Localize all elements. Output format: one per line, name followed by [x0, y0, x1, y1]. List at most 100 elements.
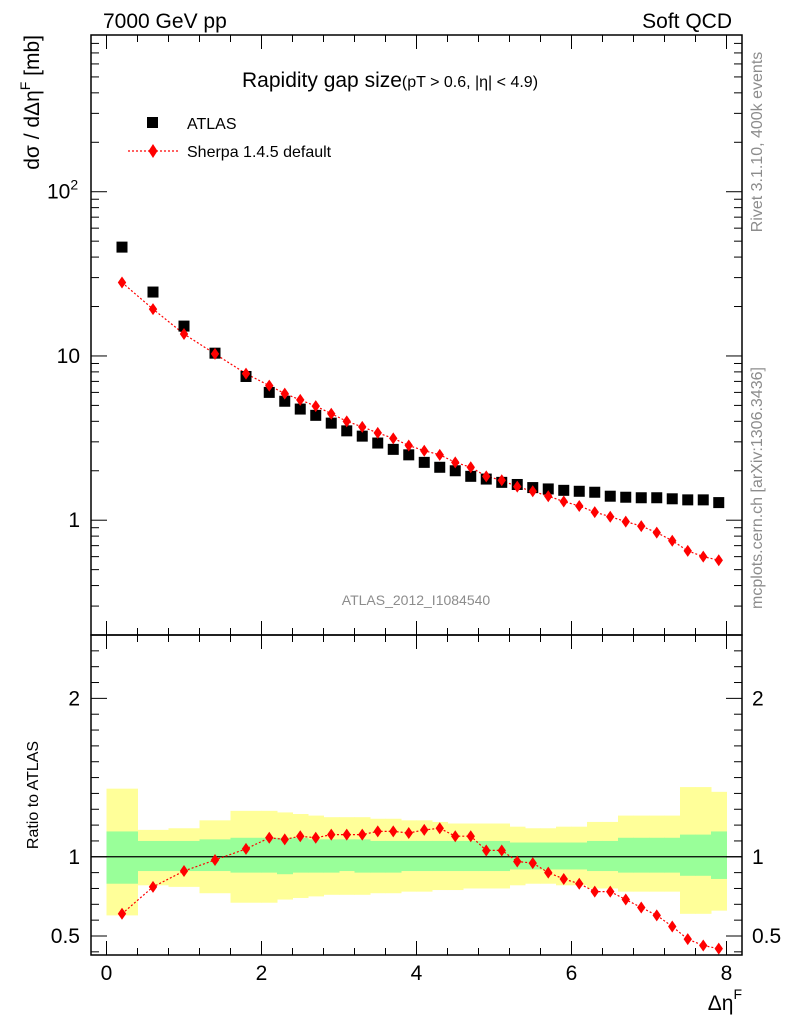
chart-title: Rapidity gap size(pT > 0.6, |η| < 4.9) [242, 69, 538, 92]
sherpa-ratio-point [327, 828, 336, 841]
sherpa-point [513, 480, 522, 493]
atlas-point [387, 443, 399, 455]
main-panel: 1 10 102 [47, 34, 743, 636]
band-inner [339, 839, 355, 872]
x-tick-label: 6 [566, 962, 578, 985]
sherpa-ratio-point [241, 842, 251, 855]
atlas-point [589, 486, 601, 498]
atlas-point [147, 286, 159, 298]
sherpa-ratio-point [342, 828, 351, 841]
x-tick-label: 0 [101, 962, 113, 985]
sherpa-ratio-point [559, 872, 568, 885]
atlas-point [294, 403, 306, 415]
sherpa-ratio-point [210, 853, 220, 866]
atlas-point [356, 430, 368, 442]
legend: ATLAS Sherpa 1.4.5 default [128, 116, 332, 161]
sherpa-point [575, 500, 584, 513]
band-inner [230, 837, 262, 873]
band-inner [277, 837, 293, 875]
sherpa-ratio-point [714, 942, 723, 955]
header-beam-label: 7000 GeV pp [103, 10, 227, 33]
sherpa-ratio-point [265, 831, 274, 844]
sherpa-point [544, 490, 553, 503]
sherpa-ratio-point [590, 885, 599, 898]
ratio-axis-ticks [91, 634, 742, 955]
atlas-point [620, 491, 632, 503]
sherpa-point [148, 303, 158, 316]
sherpa-point [358, 420, 367, 433]
sherpa-ratio-point [117, 907, 127, 920]
atlas-point [325, 417, 337, 429]
sherpa-point [528, 485, 537, 498]
atlas-point [558, 484, 570, 496]
legend-sherpa-marker [148, 144, 158, 158]
sherpa-ratio-point [637, 901, 646, 914]
atlas-point [604, 490, 616, 502]
sherpa-ratio-point [652, 909, 661, 922]
sherpa-ratio-point [668, 920, 677, 933]
atlas-point [403, 449, 415, 461]
main-axis-ticks [91, 34, 742, 636]
band-inner [680, 834, 696, 876]
band-inner [711, 831, 727, 879]
sherpa-ratio-point [373, 825, 382, 838]
band-inner [137, 840, 169, 872]
atlas-point [682, 494, 694, 506]
band-inner [447, 840, 464, 872]
sherpa-ratio-point [148, 880, 158, 893]
band-inner [695, 834, 712, 876]
sherpa-ratio-point [606, 885, 615, 898]
sherpa-point [435, 448, 444, 461]
sherpa-ratio-point [683, 933, 692, 946]
atlas-point [697, 494, 709, 506]
main-y-tick-labels: 1 10 102 [47, 177, 80, 532]
atlas-point [341, 425, 353, 437]
band-inner [106, 831, 138, 884]
x-tick-label: 4 [411, 962, 423, 985]
sherpa-ratio-point [544, 866, 553, 879]
y-tick-label: 10 [57, 345, 80, 368]
sherpa-ratio-point [528, 857, 537, 870]
band-inner [463, 840, 479, 872]
legend-atlas-marker [147, 117, 158, 128]
x-tick-label: 8 [721, 962, 733, 985]
sherpa-point [327, 407, 336, 420]
sherpa-ratio-point [621, 893, 630, 906]
sherpa-ratio-point [466, 830, 475, 843]
sherpa-ratio-point [358, 828, 367, 841]
mcplots-reference-label: mcplots.cern.ch [arXiv:1306.3436] [749, 367, 766, 609]
band-inner [432, 840, 448, 872]
band-inner [308, 839, 324, 873]
atlas-point [434, 461, 446, 473]
sherpa-point [373, 426, 382, 439]
band-inner [354, 839, 371, 873]
ratio-y-tick-label-right: 2 [752, 687, 764, 710]
ratio-panel: 0.5 0.5 1 1 2 2 0 2 4 6 8 [51, 634, 781, 985]
ratio-y-tick-label-right: 1 [752, 846, 764, 869]
sherpa-ratio-point [179, 865, 189, 878]
sherpa-point [590, 506, 599, 519]
y-tick-label: 102 [47, 177, 78, 204]
chart-title-cuts: (pT > 0.6, |η| < 4.9) [402, 74, 538, 91]
sherpa-point [265, 379, 274, 392]
sherpa-point [389, 432, 398, 445]
sherpa-point [404, 439, 413, 452]
atlas-point [573, 485, 585, 497]
analysis-watermark: ATLAS_2012_I1084540 [342, 592, 491, 608]
ratio-y-tick-label-left: 1 [68, 846, 80, 869]
sherpa-ratio-point [280, 833, 289, 846]
sherpa-point [210, 347, 220, 360]
x-tick-label: 2 [256, 962, 268, 985]
sherpa-point [420, 444, 429, 457]
ratio-y-tick-label-left: 2 [68, 687, 80, 710]
x-axis-label: ΔηF [708, 986, 742, 1015]
sherpa-point [652, 526, 661, 539]
sherpa-point [699, 550, 708, 563]
sherpa-point [668, 534, 677, 547]
sherpa-ratio-point [296, 830, 305, 843]
sherpa-point [117, 276, 127, 289]
atlas-point [651, 492, 663, 504]
band-inner [633, 837, 650, 873]
sherpa-ratio-point [482, 844, 491, 857]
